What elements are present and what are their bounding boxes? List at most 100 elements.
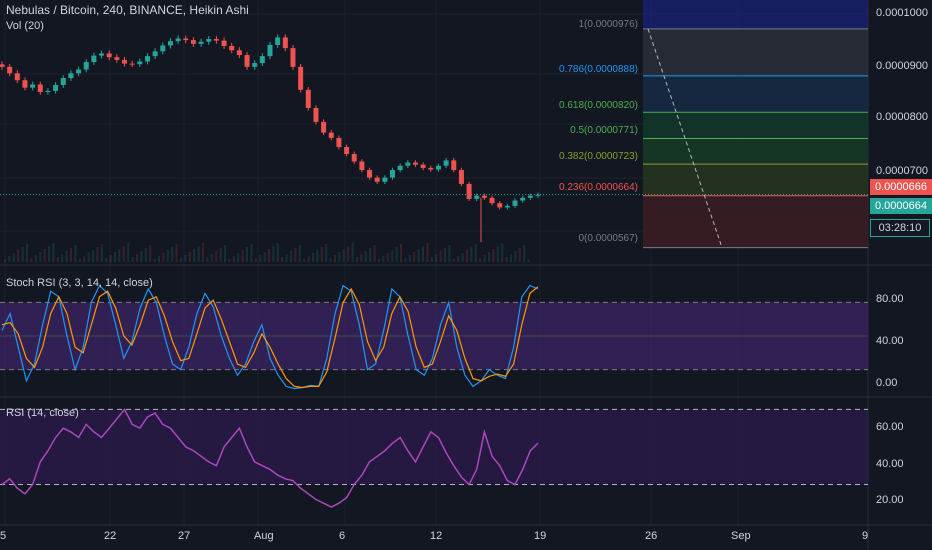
volume-bar: [175, 244, 178, 262]
volume-bar: [518, 248, 521, 262]
volume-bar: [65, 251, 68, 262]
candle-body: [167, 41, 173, 46]
volume-bar: [109, 255, 112, 262]
volume-bar: [131, 257, 134, 262]
fib-zone: [643, 28, 868, 76]
volume-bar: [219, 248, 222, 262]
candle-body: [0, 64, 5, 67]
candle-body: [367, 170, 373, 178]
volume-bar: [303, 259, 306, 262]
candle-body: [229, 45, 235, 51]
volume-bar: [496, 246, 499, 262]
candle-body: [535, 194, 541, 196]
candle-body: [313, 108, 319, 122]
volume-bar: [510, 254, 512, 262]
fib-level-label: 0.618(0.0000820): [559, 100, 638, 111]
candle-body: [206, 39, 212, 42]
candle-body: [497, 203, 503, 208]
volume-bar: [417, 249, 420, 262]
volume-bar: [316, 250, 319, 262]
volume-bar: [479, 258, 482, 262]
volume-bar: [514, 251, 517, 262]
volume-bar: [281, 257, 284, 262]
volume-bar: [505, 257, 508, 262]
volume-bar: [426, 243, 429, 262]
volume-bar: [351, 243, 354, 262]
volume-bar: [364, 251, 367, 262]
chart-title: Nebulas / Bitcoin, 240, BINANCE, Heikin …: [6, 3, 249, 17]
volume-bar: [171, 247, 174, 262]
fibonacci-retracement[interactable]: [643, 0, 868, 249]
volume-bar: [444, 248, 446, 262]
volume-bar: [87, 253, 90, 262]
time-label: 5: [0, 530, 7, 542]
volume-bar: [457, 256, 460, 262]
candle-body: [298, 66, 304, 90]
stoch-tick: 80.00: [876, 293, 904, 305]
candle-body: [91, 55, 97, 63]
volume-bar: [413, 252, 416, 262]
volume-bar: [56, 257, 59, 262]
price-candles: [0, 34, 868, 242]
volume-bar: [237, 253, 240, 262]
candle-body: [336, 137, 342, 148]
volume-bar: [210, 254, 213, 262]
fib-level-label: 1(0.0000976): [578, 19, 639, 30]
volume-bar: [136, 254, 138, 262]
candle-body: [458, 170, 464, 184]
candle-body: [144, 56, 150, 62]
candle-body: [22, 80, 28, 88]
volume-bar: [48, 246, 50, 262]
candle-body: [137, 61, 143, 65]
candle-body: [160, 45, 166, 52]
volume-bar: [122, 246, 125, 262]
candle-body: [397, 165, 403, 171]
candle-body: [321, 121, 327, 133]
time-label: 9: [862, 530, 869, 542]
volume-label: Vol (20): [6, 20, 44, 32]
fib-level-label: 0(0.0000567): [578, 233, 639, 244]
volume-bar: [312, 253, 314, 262]
price-tick: 0.0001000: [876, 7, 928, 19]
volume-bar: [400, 244, 402, 262]
volume-bar: [492, 249, 495, 262]
stoch-d-line: [1, 286, 539, 389]
fib-zone: [643, 75, 868, 113]
candle-body: [412, 162, 418, 165]
candle-body: [275, 37, 281, 45]
candle-body: [481, 195, 487, 198]
candle-body: [76, 69, 82, 74]
volume-bar: [439, 251, 442, 262]
stoch-rsi-pane: [0, 284, 868, 390]
volume-bar: [329, 258, 332, 262]
fib-level-label: 0.786(0.0000888): [559, 64, 638, 75]
time-label: 6: [339, 530, 346, 542]
volume-bar: [39, 252, 42, 262]
volume-bar: [193, 249, 196, 262]
candle-body: [14, 73, 20, 81]
candle-body: [443, 160, 449, 166]
candle-body: [190, 40, 196, 44]
candle-body: [122, 59, 128, 64]
volume-bar: [307, 256, 310, 262]
volume-bar: [294, 248, 297, 262]
fib-zone-top: [643, 0, 868, 29]
volume-bar: [527, 259, 530, 262]
volume-bar: [373, 245, 376, 262]
candle-body: [236, 50, 242, 56]
candle-body: [512, 200, 518, 206]
candle-body: [474, 195, 480, 199]
candle-body: [428, 167, 434, 170]
fib-zone: [643, 138, 868, 165]
volume-bar: [254, 258, 257, 262]
candle-body: [30, 84, 36, 88]
volume-bar: [100, 244, 103, 262]
volume-bar: [26, 244, 28, 262]
volume-bar: [342, 249, 345, 262]
price-tick: 0.0000900: [876, 60, 928, 72]
candle-body: [53, 85, 59, 91]
stoch-k-line: [1, 284, 539, 390]
volume-bar: [263, 252, 266, 262]
candle-body: [382, 177, 388, 182]
